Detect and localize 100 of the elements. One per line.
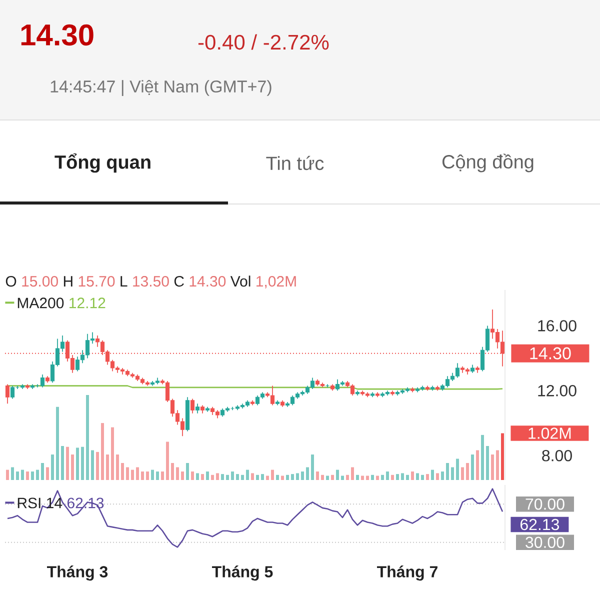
bar [166,442,169,480]
text: Cộng đồng [442,154,534,172]
bar [451,467,454,480]
bar [421,474,424,480]
bar [356,474,360,480]
text: O [6,276,16,287]
x-tick-label: Tháng 7 [377,566,438,581]
bar [291,474,294,480]
text: 13.50 [133,276,169,287]
bar [11,467,14,480]
bar [216,473,219,480]
y-tick-label: 30.00 [526,536,564,548]
bar [471,454,474,480]
bar [296,473,300,480]
text: L [120,276,128,286]
text: H [64,276,72,286]
bar [66,446,69,480]
bar [51,454,54,480]
bar [171,463,174,480]
bar [41,463,44,480]
x-tick-label: Tháng 3 [47,566,108,581]
bar [246,470,250,480]
bar [271,470,274,480]
bar [126,467,129,480]
bar [96,452,99,480]
bar [6,470,9,480]
bar [326,476,330,480]
bar [71,454,74,480]
bar [311,454,314,480]
bar [411,472,414,480]
text: 14:45:47 | Việt Nam (GMT+7) [50,80,272,96]
bar [401,473,404,480]
bar [341,476,344,480]
bar [86,395,89,480]
legend-label: MA200 [18,298,64,308]
bar [196,473,199,480]
bar [61,446,64,480]
bar [346,474,350,480]
bar [161,472,164,480]
y-tick-label: 16.00 [538,320,576,332]
bar [436,473,440,480]
bar [501,433,504,480]
bar [481,434,484,480]
bar [261,474,264,480]
bar [376,476,380,480]
bar [406,474,410,480]
text: 15.00 [22,276,58,287]
bar [201,474,204,480]
bar [226,474,230,480]
bar [371,474,374,480]
y-tick-label: 70.00 [526,498,564,510]
bar [266,476,270,480]
bar [396,474,400,480]
bar [56,406,59,480]
bar [426,474,430,480]
bar [306,467,310,480]
bar [46,467,49,480]
bar [386,472,390,480]
bar [336,470,340,480]
bar [491,454,494,480]
candlestick [195,403,200,414]
annotation: 62.13 [67,498,104,508]
y-tick-label: 8.00 [542,450,572,462]
bar [111,427,114,480]
bar [321,474,324,480]
bar [241,474,244,480]
candlestick [5,384,10,404]
bar [221,474,224,480]
bar [496,450,500,480]
bar [36,470,39,480]
bar [176,467,180,480]
text: 1.02M [528,428,571,439]
bar [101,423,104,480]
bar [21,470,24,480]
bar [116,454,120,480]
bar [31,472,34,480]
bar [286,474,290,480]
bar [461,467,464,480]
text: C [174,276,184,287]
bar [301,472,304,480]
text: 15.70 [78,276,115,287]
text: -0.40 / -2.72% [198,34,329,50]
bar [141,472,144,480]
bar [151,470,154,480]
bar [446,463,450,480]
bar [181,472,184,480]
bar [136,467,140,480]
bar [191,472,194,480]
ref-line-label: 14.30 [530,347,571,360]
bar [276,474,280,480]
bar [146,472,149,480]
bar [361,476,364,480]
bar [456,458,460,480]
candlestick [190,398,195,414]
text: 14.30 [21,24,94,46]
bar [441,472,444,480]
bar [316,472,320,480]
bar [351,467,354,480]
bar [431,470,434,480]
annotation: 12.12 [70,298,106,308]
